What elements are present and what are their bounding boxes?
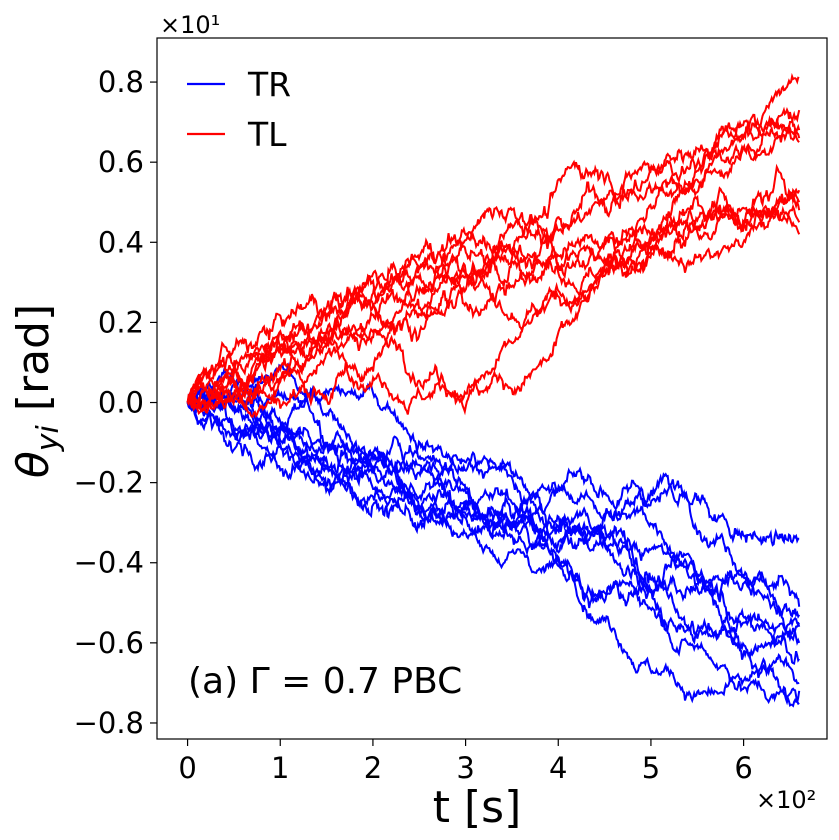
x-tick-label: 5 [642, 751, 660, 785]
series-tl-run [186, 186, 801, 403]
plot-frame [156, 37, 828, 740]
y-tick-label: 0.8 [98, 65, 144, 99]
series-lines [186, 72, 801, 708]
y-offset-label: ×10¹ [160, 11, 220, 39]
series-tr-run [186, 402, 800, 708]
x-tick-label: 6 [734, 751, 752, 785]
x-axis-title: t [s] [433, 782, 522, 833]
series-tl-run [186, 187, 801, 403]
x-tick-label: 1 [271, 751, 289, 785]
series-tr-run [186, 396, 801, 665]
y-tick-label: 0.0 [98, 386, 144, 420]
y-tick-label: 0.4 [98, 225, 144, 259]
x-tick-label: 2 [364, 751, 382, 785]
x-tick-label: 3 [456, 751, 474, 785]
panel-annotation: (a) Γ = 0.7 PBC [188, 661, 462, 702]
y-tick-label: 0.2 [98, 305, 144, 339]
series-tl-run [186, 209, 801, 415]
y-tick-label: −0.8 [74, 706, 144, 740]
legend-tr-label: TR [247, 65, 291, 104]
series-tr-run [187, 388, 800, 704]
series-tr-run [186, 383, 801, 703]
series-tr-run [186, 400, 801, 660]
legend-tl-label: TL [247, 115, 287, 154]
series-tl-run [187, 187, 801, 419]
series-tr-run [186, 394, 800, 643]
axis-ticks: 0 1 2 3 4 5 6 0.8 0.6 0.4 0.2 0.0 −0.2 −0.4 −0.6 −0.8 [74, 65, 753, 785]
x-offset-label: ×10² [756, 786, 816, 814]
y-tick-label: −0.2 [74, 466, 144, 500]
x-tick-label: 4 [549, 751, 567, 785]
y-axis-title: θyi [rad] [8, 304, 66, 478]
legend: TR TL [187, 65, 291, 154]
y-tick-label: −0.4 [74, 546, 144, 580]
x-tick-label: 0 [178, 751, 196, 785]
y-tick-label: −0.6 [74, 626, 144, 660]
y-tick-label: 0.6 [98, 145, 144, 179]
